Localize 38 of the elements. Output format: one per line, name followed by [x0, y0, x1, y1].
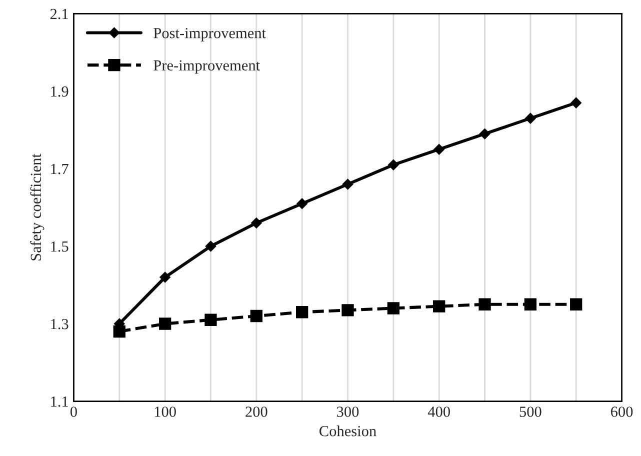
x-axis-title: Cohesion: [320, 426, 376, 436]
x-tick-label: 400: [428, 406, 450, 417]
point: [250, 218, 262, 228]
point: [388, 159, 399, 170]
y-tick-label: 1.7: [51, 164, 68, 174]
point: [387, 302, 400, 314]
x-tick-label: 100: [154, 406, 176, 417]
point: [524, 112, 536, 124]
point: [434, 144, 445, 155]
point: [342, 178, 354, 190]
point: [158, 318, 172, 330]
y-tick-label: 1.9: [51, 86, 68, 97]
point: [570, 97, 582, 108]
x-tick-label: 600: [610, 406, 633, 417]
point: [113, 325, 126, 338]
legend-label: Pre-improvement: [154, 60, 260, 74]
point: [296, 198, 308, 210]
point: [250, 310, 262, 322]
x-tick-label: 500: [520, 406, 542, 417]
y-tick-label: 1.5: [51, 241, 68, 252]
legend-label: Post-improvement: [154, 28, 266, 42]
x-tick-label: 0: [70, 406, 77, 417]
y-tick-label: 2.1: [50, 8, 68, 20]
point: [479, 128, 490, 140]
point: [342, 304, 354, 316]
point: [433, 300, 446, 312]
y-axis-title: Safety coefficient: [30, 154, 44, 260]
x-tick-label: 200: [246, 406, 268, 417]
y-tick-label: 1.1: [51, 396, 68, 407]
point: [160, 272, 170, 283]
point: [204, 314, 217, 326]
point: [296, 306, 308, 318]
point: [205, 240, 216, 252]
point: [570, 298, 582, 310]
point: [524, 298, 537, 310]
x-tick-label: 300: [337, 406, 359, 417]
y-tick-label: 1.3: [51, 318, 68, 330]
point: [478, 298, 491, 310]
